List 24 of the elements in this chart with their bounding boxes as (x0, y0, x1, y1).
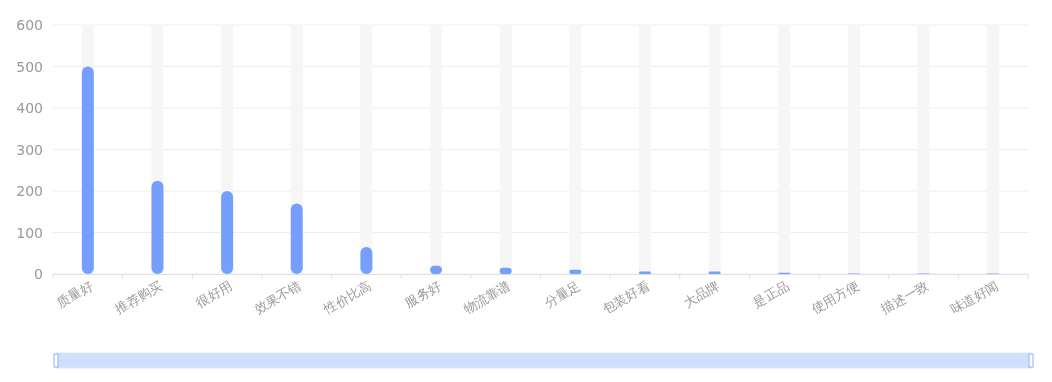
x-tick-label: 物流靠谱 (460, 277, 514, 317)
x-tick-label: 是正品 (750, 277, 792, 311)
x-tick-label: 大品牌 (680, 277, 723, 311)
x-tick-label: 服务好 (402, 277, 444, 311)
y-tick-label: 100 (16, 224, 43, 241)
x-tick-label: 质量好 (54, 277, 96, 311)
x-tick-label: 很好用 (193, 277, 235, 311)
bar (569, 269, 582, 274)
y-tick-label: 0 (34, 266, 43, 282)
bar (290, 203, 303, 274)
y-tick-label: 300 (16, 141, 43, 158)
x-tick-label: 性价比高 (320, 277, 374, 318)
x-tick-label: 分量足 (541, 277, 583, 311)
y-tick-label: 200 (16, 183, 43, 199)
y-tick-label: 400 (16, 100, 43, 116)
bar (360, 247, 373, 274)
x-tick-label: 味道好闻 (948, 277, 1001, 317)
y-tick-label: 600 (16, 17, 43, 33)
x-tick-label: 效果不错 (251, 277, 305, 317)
x-tick-label: 推荐购买 (112, 277, 165, 317)
x-tick-label: 使用方便 (808, 277, 862, 317)
x-tick-label: 描述一致 (878, 277, 932, 317)
y-tick-label: 500 (16, 58, 43, 75)
x-tick-label: 包装好看 (599, 277, 653, 317)
